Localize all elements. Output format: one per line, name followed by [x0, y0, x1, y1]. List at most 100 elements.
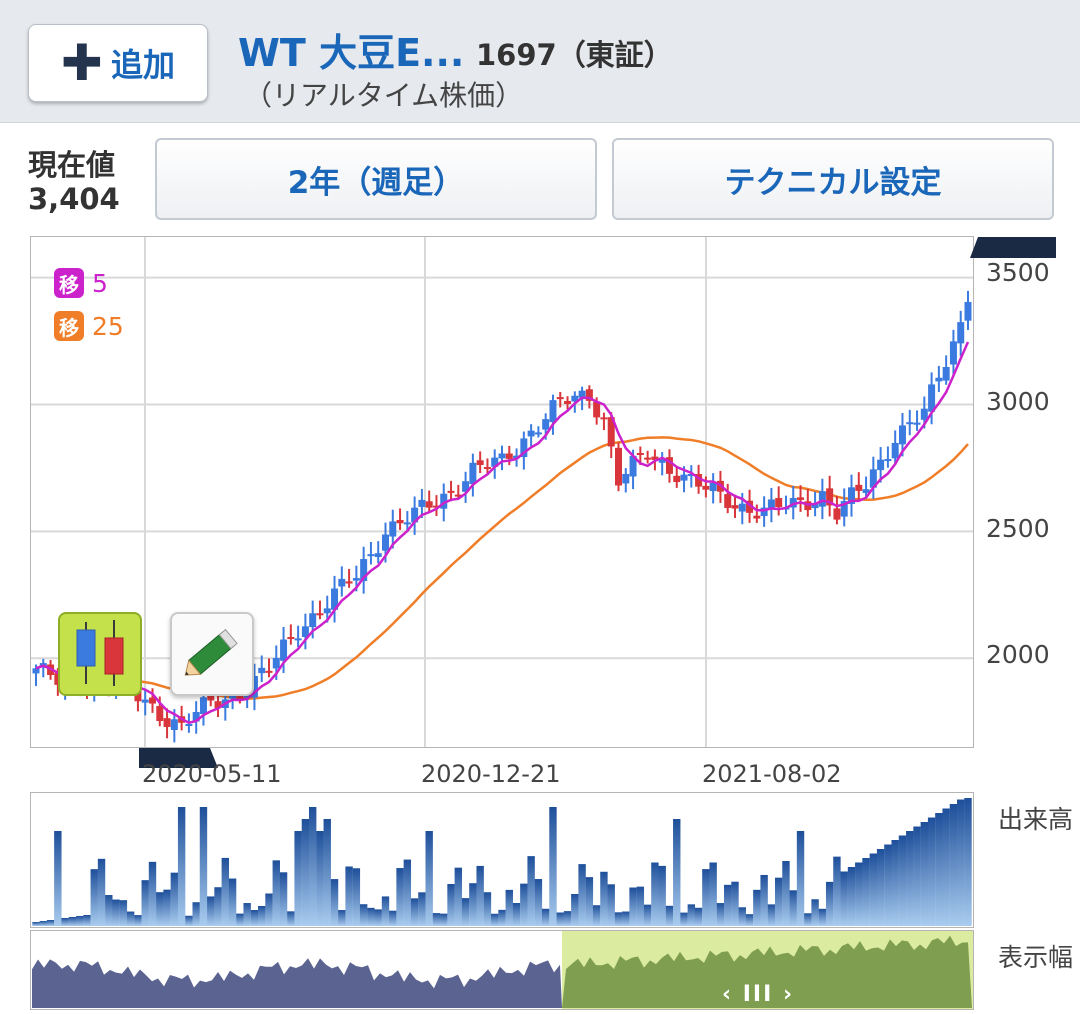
volume-bar — [680, 912, 688, 926]
volume-bar — [556, 912, 564, 926]
volume-bar — [774, 877, 783, 926]
volume-bar — [221, 857, 230, 926]
volume-bar — [811, 899, 819, 926]
volume-bar — [250, 910, 259, 926]
volume-bar — [134, 915, 142, 926]
volume-bar — [359, 904, 368, 926]
candle-body — [898, 425, 906, 445]
volume-bar — [491, 913, 499, 926]
range-area-right — [562, 935, 972, 1008]
volume-bar — [177, 807, 186, 926]
volume-bar — [869, 853, 878, 926]
y-tick-label: 2000 — [986, 640, 1050, 669]
candle-body — [775, 498, 783, 508]
volume-bar — [825, 881, 834, 926]
candle-body — [687, 474, 695, 477]
candle-body — [862, 489, 870, 493]
volume-bar — [753, 889, 761, 926]
volume-bar — [236, 913, 244, 926]
candle-body — [149, 697, 156, 704]
candle-body — [491, 457, 499, 467]
candle-body — [920, 408, 928, 420]
volume-bar — [520, 883, 528, 926]
candle-body — [855, 484, 863, 491]
candle-body — [243, 695, 251, 698]
candle-body — [877, 459, 885, 471]
volume-bar — [920, 822, 929, 926]
volume-bar — [906, 831, 914, 926]
volume-bar — [563, 911, 572, 926]
volume-bar — [716, 903, 725, 926]
volume-bar — [643, 904, 652, 926]
range-handle[interactable]: ‹ III › — [722, 982, 795, 1007]
volume-bar — [90, 869, 98, 926]
candle-body — [280, 639, 288, 661]
chart-grid — [31, 237, 973, 747]
header-bar: ✚ 追加 WT 大豆E... 1697（東証） （リアルタイム株価） — [0, 0, 1080, 123]
volume-bar — [927, 817, 936, 926]
volume-bar — [665, 905, 674, 926]
volume-bar — [847, 867, 856, 926]
volume-bar — [629, 887, 637, 926]
candle-body — [513, 455, 521, 459]
candle-body — [345, 581, 353, 584]
volume-bar — [170, 872, 179, 926]
legend-ma5: 移 5 — [54, 268, 108, 298]
volume-bar — [323, 819, 331, 926]
candle-body — [258, 667, 266, 674]
candlestick-icon — [76, 620, 124, 686]
volume-bar — [512, 903, 521, 926]
candle-body — [818, 491, 826, 507]
candle-body — [724, 494, 732, 508]
candle-body — [542, 419, 550, 430]
range-area-left — [32, 958, 562, 1008]
add-to-watchlist-button[interactable]: ✚ 追加 — [28, 24, 208, 102]
volume-bar — [578, 864, 586, 926]
volume-bar — [541, 908, 550, 926]
range-selector-frame[interactable] — [30, 930, 974, 1010]
candle-body — [578, 390, 586, 398]
candle-body — [665, 457, 673, 474]
volume-bar — [898, 835, 907, 926]
ma5-layer — [35, 341, 970, 725]
volume-bar — [600, 871, 608, 926]
volume-bar — [505, 889, 513, 926]
candle-body — [301, 626, 309, 637]
volume-bar — [105, 895, 113, 926]
candle-body — [935, 377, 943, 382]
candle-body — [272, 657, 280, 669]
technical-settings-button[interactable]: テクニカル設定 — [612, 138, 1054, 220]
candle-body — [746, 500, 754, 513]
volume-bar — [891, 840, 899, 926]
volume-bar — [483, 892, 492, 926]
volume-bar — [745, 914, 754, 926]
candle-body — [738, 503, 746, 512]
volume-bar — [352, 868, 361, 926]
candle-body — [869, 469, 877, 488]
volume-bar — [389, 910, 397, 926]
volume-bar — [432, 913, 441, 926]
period-select-button[interactable]: 2年（週足） — [155, 138, 597, 220]
candle-body — [564, 400, 572, 404]
candle-body — [949, 341, 957, 365]
volume-bar — [913, 826, 921, 926]
volume-bar — [549, 807, 557, 926]
stock-title: WT 大豆E... — [238, 31, 465, 75]
draw-tool-button[interactable] — [170, 612, 254, 696]
volume-bar — [68, 917, 77, 926]
candle-body — [403, 522, 411, 525]
candle-body — [556, 397, 564, 400]
candle-body — [520, 438, 528, 458]
volume-bar — [32, 922, 40, 926]
candle-body — [382, 534, 389, 551]
candlestick-toggle-button[interactable] — [58, 612, 142, 696]
volume-bar — [636, 886, 645, 926]
candle-body — [928, 384, 936, 412]
x-tick-label: 2021-08-02 — [702, 760, 842, 788]
volume-bar — [949, 804, 958, 926]
volume-bar — [738, 907, 746, 926]
volume-bar — [767, 904, 776, 926]
candle-body — [156, 706, 164, 721]
candle-body — [265, 670, 273, 673]
candle-body — [236, 694, 244, 700]
